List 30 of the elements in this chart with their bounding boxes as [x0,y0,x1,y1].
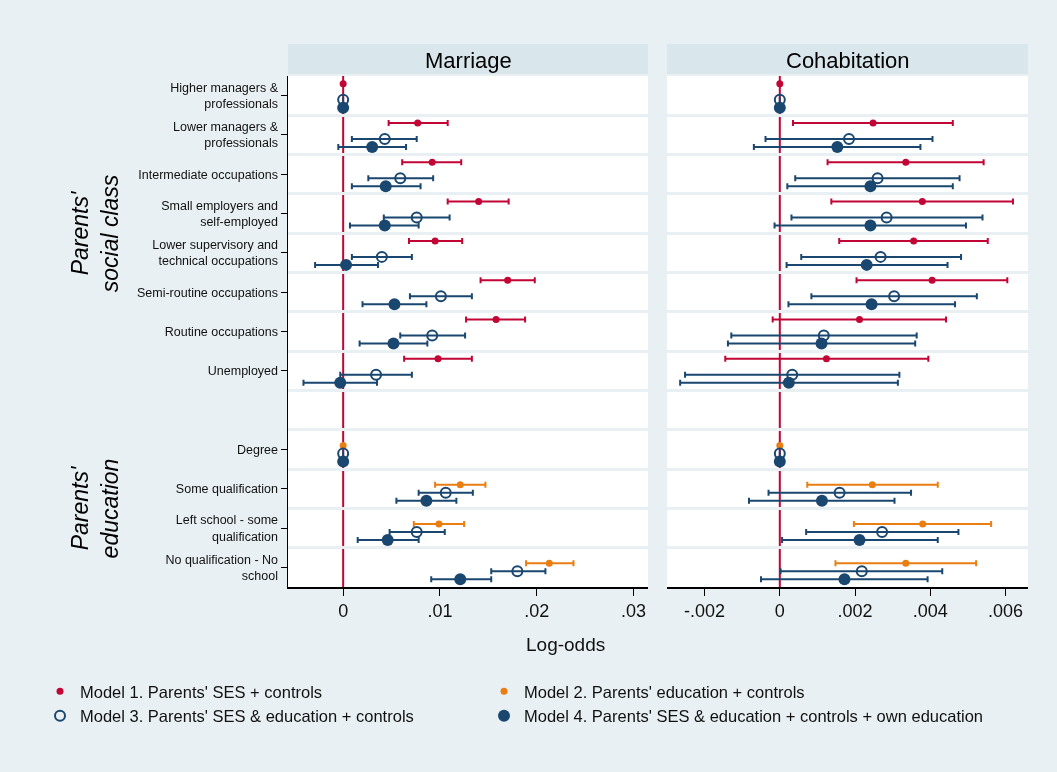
chart-title: Marriage [425,48,512,73]
x-tick-label: -.002 [684,601,726,622]
x-tick-label: .006 [987,601,1023,622]
y-tick-label: Small employers and self-employed [161,198,279,230]
chart-title: Cohabitation [786,48,910,73]
x-tick-label: 0 [338,601,349,622]
x-tick-label: .03 [620,601,646,622]
x-tick-label: .004 [912,601,948,622]
y-tick-label: Intermediate occupations [138,167,278,182]
legend-label: Model 4. Parents' SES & education + controls + own education [524,707,984,726]
y-tick-label: Some qualification [175,482,279,497]
y-tick-label: No qualification - No school [165,552,279,583]
text: Parents' education [66,458,123,559]
legend-label: Model 3. Parents' SES & education + controls [80,707,414,726]
x-tick-label: 0 [774,601,785,622]
y-tick-label: Lower managers & professionals [173,120,279,151]
x-axis-title: Log-odds [526,634,606,655]
y-tick-label: Higher managers & professionals [170,80,279,112]
y-tick-label: Left school - some qualification [175,513,279,544]
text: Parents' social class [66,174,123,293]
y-tick-label: Semi-routine occupations [136,285,278,300]
x-tick-label: .002 [837,601,873,622]
legend-label: Model 2. Parents' education + controls [524,682,805,701]
legend-label: Model 1. Parents' SES + controls [80,682,323,701]
y-tick-label: Unemployed [207,364,279,379]
y-tick-label: Lower supervisory and technical occupations [152,238,279,269]
y-tick-label: Routine occupations [164,324,278,339]
x-tick-label: .02 [524,601,550,622]
x-tick-label: .01 [427,601,453,622]
y-tick-label: Degree [237,442,279,457]
